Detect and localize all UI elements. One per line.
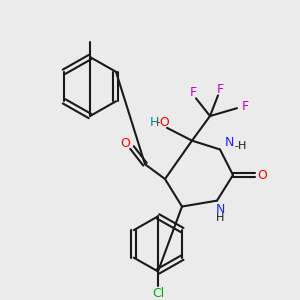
Text: -H: -H (234, 141, 246, 151)
Text: F: F (242, 100, 249, 113)
Text: H: H (216, 213, 224, 223)
Text: N: N (215, 203, 225, 216)
Text: Cl: Cl (152, 286, 164, 300)
Text: O: O (120, 137, 130, 150)
Text: N: N (225, 136, 234, 149)
Text: F: F (189, 86, 197, 99)
Text: O: O (257, 169, 267, 182)
Text: -O: -O (156, 116, 170, 129)
Text: F: F (216, 83, 224, 96)
Text: H: H (149, 116, 159, 129)
